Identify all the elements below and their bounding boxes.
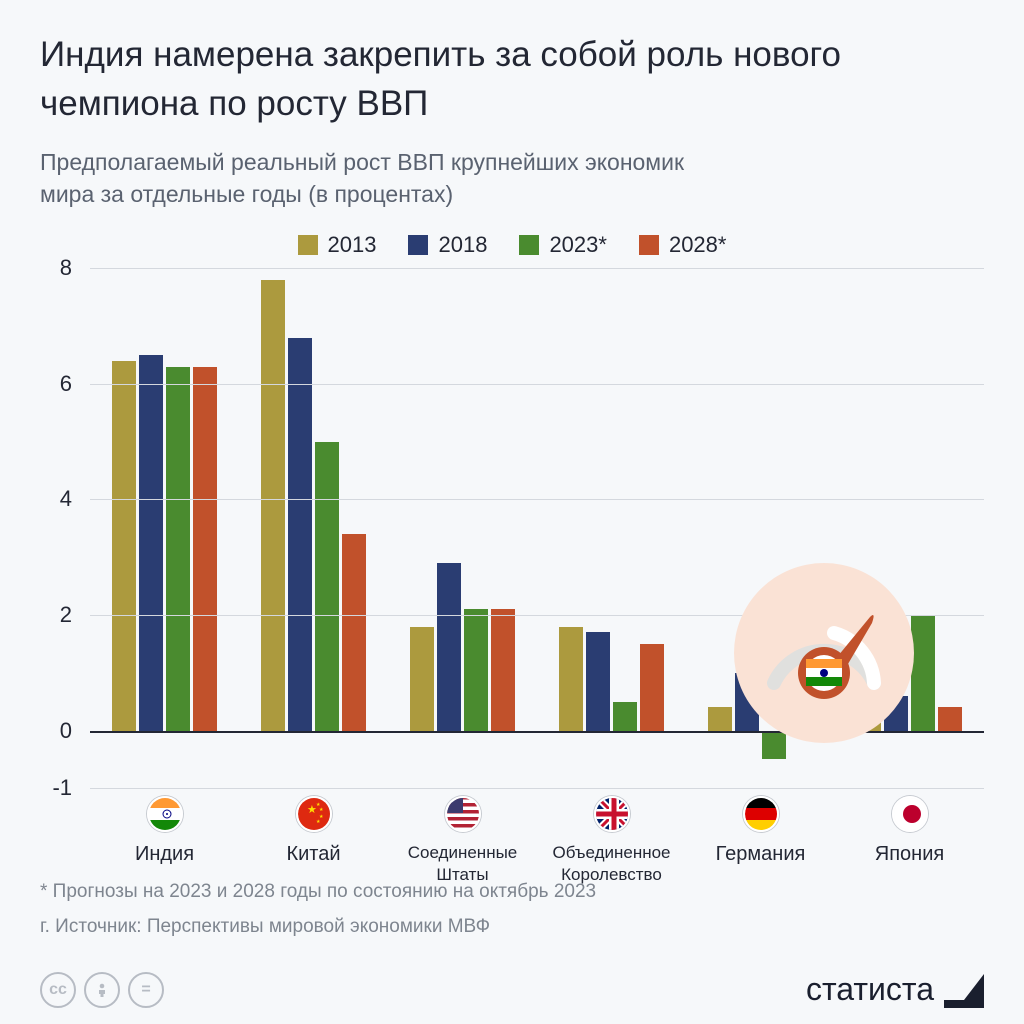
bar (315, 268, 339, 788)
bar-group (537, 268, 686, 788)
x-label: СоединенныеШтаты (388, 796, 537, 885)
legend-label: 2023* (549, 232, 607, 258)
svg-text:★: ★ (316, 819, 321, 825)
country-name: Китай (239, 842, 388, 867)
bar (911, 268, 935, 788)
bar (166, 268, 190, 788)
bar (410, 268, 434, 788)
bar (288, 268, 312, 788)
bar (586, 268, 610, 788)
x-label: Германия (686, 796, 835, 885)
gridline (90, 788, 984, 789)
legend-item: 2013 (298, 232, 377, 258)
cc-by-icon (84, 972, 120, 1008)
x-label: ОбъединенноеКоролевство (537, 796, 686, 885)
y-tick-label: 0 (60, 718, 72, 744)
chart-title: Индия намерена закрепить за собой роль н… (40, 30, 984, 128)
y-tick-label: 4 (60, 486, 72, 512)
flag-icon (892, 796, 928, 832)
footnote-source: г. Источник: Перспективы мировой экономи… (40, 909, 596, 944)
x-axis-labels: Индия★★★★★КитайСоединенныеШтатыОбъединен… (90, 796, 984, 885)
legend-item: 2018 (408, 232, 487, 258)
legend-label: 2013 (328, 232, 377, 258)
legend-swatch (298, 235, 318, 255)
flag-icon (743, 796, 779, 832)
gridline (90, 268, 984, 269)
legend-swatch (519, 235, 539, 255)
bar (464, 268, 488, 788)
bar (342, 268, 366, 788)
y-tick-label: 8 (60, 255, 72, 281)
bar (437, 268, 461, 788)
flag-icon: ★★★★★ (296, 796, 332, 832)
footnote-forecast: * Прогнозы на 2023 и 2028 годы по состоя… (40, 874, 596, 909)
bar-group (388, 268, 537, 788)
legend-item: 2028* (639, 232, 727, 258)
flag-icon (594, 796, 630, 832)
chart-subtitle: Предполагаемый реальный рост ВВП крупней… (40, 146, 740, 210)
bar-chart: -102468 Индия★★★★★КитайСоединенныеШтатыО… (40, 268, 984, 788)
y-tick-label: 6 (60, 371, 72, 397)
x-label: Япония (835, 796, 984, 885)
footnotes: * Прогнозы на 2023 и 2028 годы по состоя… (40, 874, 596, 944)
legend-swatch (408, 235, 428, 255)
country-name: Индия (90, 842, 239, 867)
bar (640, 268, 664, 788)
cc-license-icons: cc = (40, 972, 164, 1008)
flag-icon (147, 796, 183, 832)
y-axis: -102468 (40, 268, 80, 788)
x-label: Индия (90, 796, 239, 885)
bar (139, 268, 163, 788)
svg-text:★: ★ (319, 807, 324, 813)
legend-label: 2018 (438, 232, 487, 258)
gridline (90, 384, 984, 385)
bar (613, 268, 637, 788)
country-name: Германия (686, 842, 835, 867)
bar (491, 268, 515, 788)
x-label: ★★★★★Китай (239, 796, 388, 885)
cc-nd-icon: = (128, 972, 164, 1008)
brand: статиста (806, 971, 984, 1008)
bar (938, 268, 962, 788)
bar (708, 268, 732, 788)
bar (261, 268, 285, 788)
legend: 2013 2018 2023* 2028* (40, 232, 984, 258)
bar (559, 268, 583, 788)
legend-label: 2028* (669, 232, 727, 258)
brand-logo-icon (944, 972, 984, 1008)
footer: cc = статиста (40, 971, 984, 1008)
flag-icon (445, 796, 481, 832)
gridline (90, 499, 984, 500)
gauge-decoration (734, 563, 914, 743)
bar-group (239, 268, 388, 788)
bar (193, 268, 217, 788)
legend-item: 2023* (519, 232, 607, 258)
y-tick-label: 2 (60, 602, 72, 628)
bar (112, 268, 136, 788)
legend-swatch (639, 235, 659, 255)
country-name: Япония (835, 842, 984, 867)
y-tick-label: -1 (52, 775, 72, 801)
bar-group (90, 268, 239, 788)
brand-text: статиста (806, 971, 934, 1008)
cc-icon: cc (40, 972, 76, 1008)
